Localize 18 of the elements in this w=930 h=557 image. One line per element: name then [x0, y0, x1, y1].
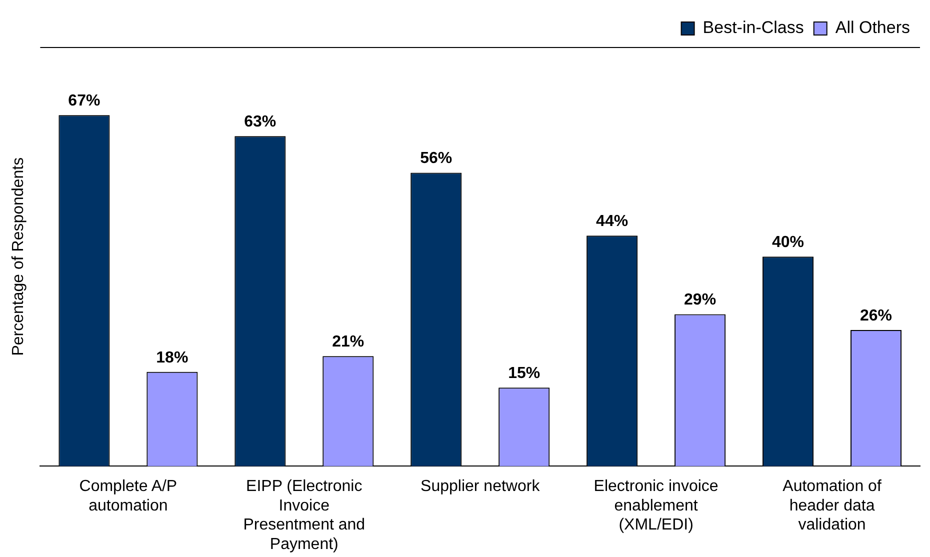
- data-label: 21%: [332, 334, 364, 351]
- data-label: 15%: [508, 365, 540, 382]
- x-tick-label: Supplier network: [420, 478, 541, 496]
- data-label: 18%: [156, 349, 188, 366]
- data-label: 40%: [772, 234, 804, 252]
- data-label: 44%: [596, 213, 628, 230]
- legend-label: Best-in-Class: [702, 18, 804, 38]
- data-label: 67%: [68, 92, 100, 110]
- x-tick-label: Electronic invoice enablement (XML/EDI): [594, 478, 718, 534]
- data-label: 56%: [420, 150, 452, 168]
- y-axis-title: Percentage of Respondents: [10, 157, 28, 356]
- data-label: 29%: [684, 292, 716, 309]
- x-tick-label: EIPP (Electronic Invoice Presentment and Payment): [243, 478, 366, 553]
- x-tick-label: Automation of header data validation: [782, 478, 882, 534]
- legend-label: All Others: [835, 18, 910, 38]
- x-tick-label: Complete A/P automation: [79, 478, 178, 514]
- data-label: 63%: [244, 113, 276, 130]
- data-label: 26%: [860, 307, 892, 324]
